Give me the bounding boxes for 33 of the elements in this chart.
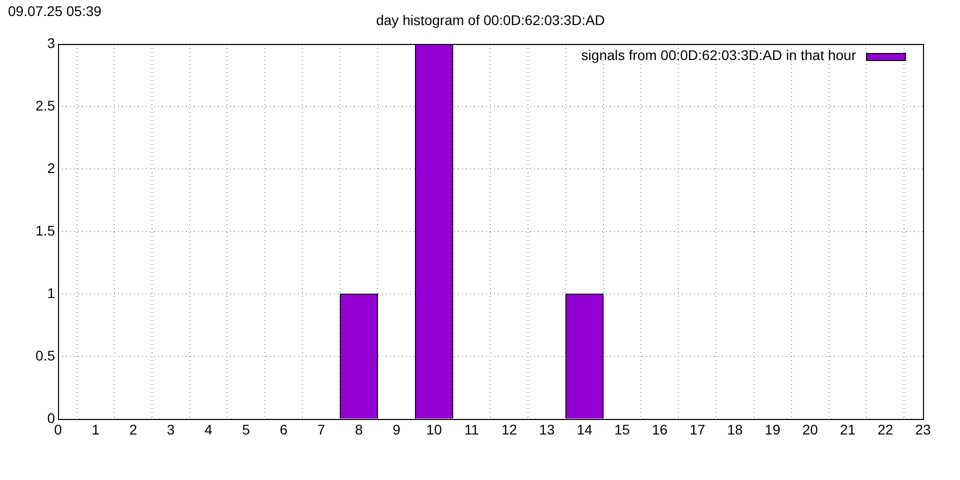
x-tick-label: 12	[502, 421, 518, 438]
x-tick-label: 6	[280, 421, 288, 438]
x-tick-label: 16	[652, 421, 668, 438]
y-tick-label: 3	[47, 34, 56, 51]
x-tick-label: 9	[392, 421, 401, 438]
x-tick-label: 18	[727, 421, 743, 438]
y-tick-label: 1	[47, 284, 56, 301]
x-tick-label: 2	[129, 421, 138, 438]
x-tick-label: 4	[204, 421, 213, 438]
x-tick-label: 15	[614, 421, 630, 438]
y-tick-label: 2.5	[36, 97, 56, 114]
x-tick-label: 13	[539, 421, 555, 438]
x-tick-label: 23	[915, 421, 931, 438]
y-tick-label: 0	[47, 410, 56, 426]
x-tick-label: 1	[92, 421, 100, 438]
x-tick-label: 17	[690, 421, 706, 438]
x-tick-label: 10	[426, 421, 442, 438]
chart-title: day histogram of 00:0D:62:03:3D:AD	[376, 12, 605, 28]
x-tick-label: 8	[354, 421, 363, 438]
x-tick-label: 3	[166, 421, 175, 438]
x-tick-label: 19	[764, 421, 781, 438]
y-tick-label: 0.5	[36, 347, 56, 364]
x-tick-label: 22	[878, 421, 894, 438]
y-tick-label: 1.5	[36, 222, 56, 238]
legend-label: signals from 00:0D:62:03:3D:AD in that hour	[581, 46, 856, 63]
text: 09.07.25 05:39	[8, 2, 102, 19]
x-tick-label: 21	[840, 421, 856, 438]
x-tick-label: 5	[242, 421, 250, 438]
x-tick-label: 7	[317, 421, 326, 438]
x-tick-label: 20	[802, 421, 818, 438]
x-tick-label: 11	[464, 421, 480, 438]
x-tick-label: 14	[576, 421, 593, 438]
y-tick-label: 2	[47, 160, 56, 176]
